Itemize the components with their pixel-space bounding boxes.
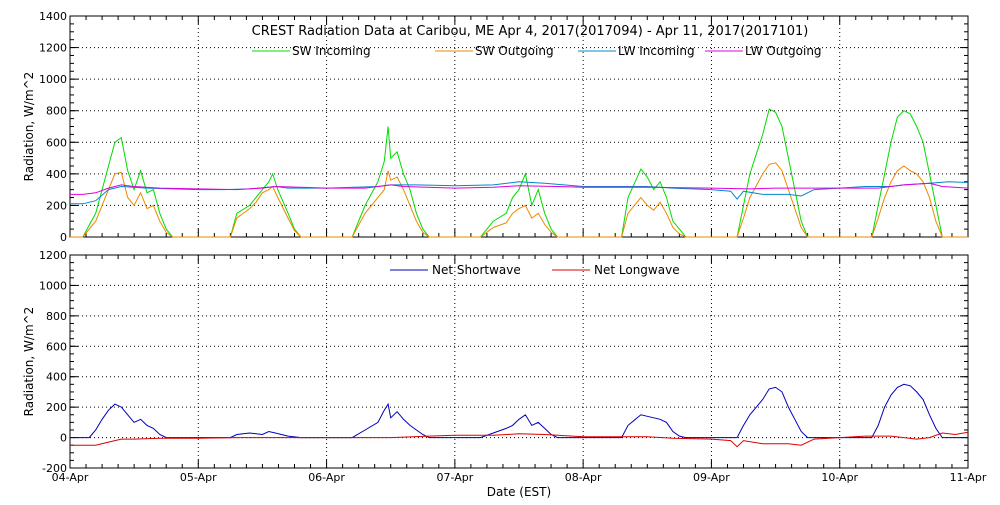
x-tick-label: 10-Apr	[821, 471, 858, 484]
panel-1: 0 200 400 600 800 1000 1200 1400 Radiation, W/m^…	[22, 10, 969, 244]
x-tick-label: 05-Apr	[180, 471, 217, 484]
y-tick-label: 200	[46, 401, 67, 414]
plot-frame	[69, 254, 969, 469]
y-tick-label: 1000	[39, 279, 67, 292]
y-tick-label: 0	[60, 231, 67, 244]
y-tick-label: -200	[42, 462, 67, 475]
chart-title: CREST Radiation Data at Caribou, ME Apr …	[252, 24, 809, 39]
legend-label: SW Incoming	[292, 44, 371, 58]
y-axis-title: Radiation, W/m^2	[22, 72, 36, 182]
x-tick-label: 07-Apr	[436, 471, 473, 484]
y-tick-label: 1400	[39, 10, 67, 23]
series-line-net-longwave	[70, 431, 969, 448]
series-line-sw-outgoing	[70, 162, 968, 238]
y-tick-label: 600	[46, 136, 67, 149]
legend-label: LW Outgoing	[745, 44, 822, 58]
legend-label: SW Outgoing	[475, 44, 554, 58]
y-axis-title: Radiation, W/m^2	[22, 307, 36, 417]
legend-label: LW Incoming	[618, 44, 695, 58]
y-tick-label: 400	[46, 371, 67, 384]
y-tick-label: 800	[46, 105, 67, 118]
series-line-lw-incoming	[70, 181, 969, 205]
x-tick-label: 08-Apr	[565, 471, 602, 484]
x-tick-label: 09-Apr	[693, 471, 730, 484]
series-line-net-shortwave	[70, 383, 968, 439]
panel-2: -200 0 200 400 600 800 1000 1200 Radiation, W/m^…	[22, 249, 969, 475]
legend-label: Net Longwave	[594, 263, 680, 277]
series-line-lw-outgoing	[70, 182, 969, 195]
x-tick-label: 06-Apr	[308, 471, 345, 484]
y-tick-label: 600	[46, 340, 67, 353]
y-tick-label: 0	[60, 432, 67, 445]
x-tick-label: 04-Apr	[52, 471, 89, 484]
y-tick-label: 400	[46, 168, 67, 181]
y-tick-label: 200	[46, 199, 67, 212]
y-tick-label: 800	[46, 310, 67, 323]
series-line-sw-incoming	[70, 108, 968, 238]
x-tick-label: 11-Apr	[950, 471, 987, 484]
y-tick-label: 1200	[39, 249, 67, 262]
y-tick-label: 1200	[39, 42, 67, 55]
legend-label: Net Shortwave	[432, 263, 521, 277]
x-axis-title: Date (EST)	[487, 485, 551, 499]
chart-panels: 0 200 400 600 800 1000 1200 1400 Radiation, W/m^…	[22, 10, 969, 475]
y-tick-label: 1000	[39, 73, 67, 86]
